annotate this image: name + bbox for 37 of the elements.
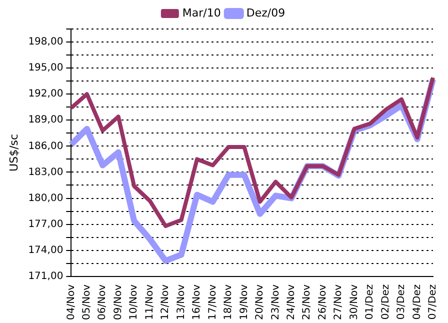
legend-label: Mar/10 [182, 6, 221, 20]
x-tick-label: 03/Dez [396, 284, 408, 320]
x-tick-label: 17/Nov [207, 284, 218, 320]
y-tick-label: 198,00 [28, 36, 64, 48]
y-tick-label: 189,00 [28, 114, 64, 126]
y-tick-label: 174,00 [28, 244, 64, 256]
x-tick-label: 06/Nov [97, 284, 108, 320]
x-tick-label: 30/Nov [348, 284, 360, 320]
x-tick-label: 16/Nov [192, 284, 203, 320]
x-tick-label: 12/Nov [160, 284, 172, 320]
x-tick-label: 01/Dez [364, 284, 376, 320]
y-tick-label: 171,00 [28, 270, 64, 282]
x-tick-label: 07/Dez [428, 284, 439, 320]
x-tick-label: 11/Nov [144, 284, 156, 320]
y-tick-label: 177,00 [28, 218, 64, 230]
x-tick-label: 27/Nov [333, 284, 344, 320]
y-tick-label: 183,00 [28, 166, 64, 178]
x-tick-label: 02/Dez [380, 284, 392, 320]
x-tick-label: 13/Nov [176, 284, 187, 320]
x-tick-label: 20/Nov [254, 284, 266, 320]
x-tick-label: 04/Nov [66, 284, 77, 320]
x-tick-label: 09/Nov [112, 284, 124, 320]
x-tick-label: 18/Nov [223, 284, 234, 320]
x-tick-label: 19/Nov [238, 284, 250, 320]
x-tick-label: 05/Nov [82, 284, 93, 320]
x-tick-label: 25/Nov [302, 284, 313, 320]
y-axis-title: US$/sc [7, 134, 20, 172]
x-tick-label: 10/Nov [128, 284, 140, 320]
y-tick-label: 195,00 [28, 62, 64, 74]
x-tick-label: 26/Nov [317, 284, 328, 320]
x-tick-label: 24/Nov [286, 284, 298, 320]
y-tick-label: 192,00 [28, 88, 64, 100]
x-tick-label: 04/Dez [412, 284, 423, 320]
y-tick-label: 180,00 [28, 192, 64, 204]
y-tick-label: 186,00 [28, 140, 64, 152]
x-tick-label: 23/Nov [270, 284, 282, 320]
legend-label: Dez/09 [246, 6, 286, 20]
